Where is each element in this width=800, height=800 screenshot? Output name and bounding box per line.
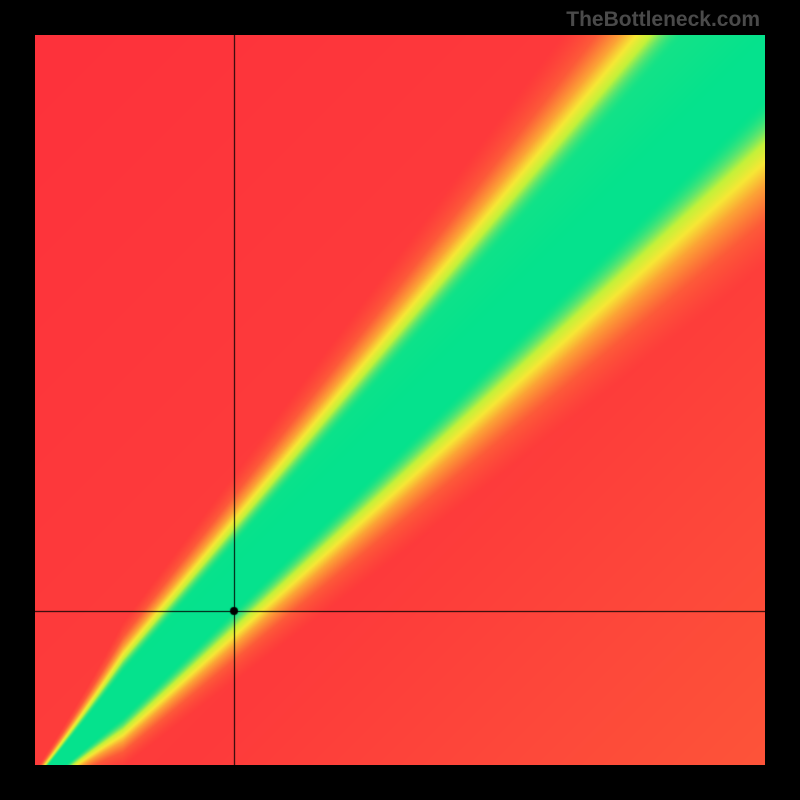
chart-container: TheBottleneck.com [0,0,800,800]
watermark-text: TheBottleneck.com [566,8,760,32]
heatmap-canvas [35,35,765,765]
